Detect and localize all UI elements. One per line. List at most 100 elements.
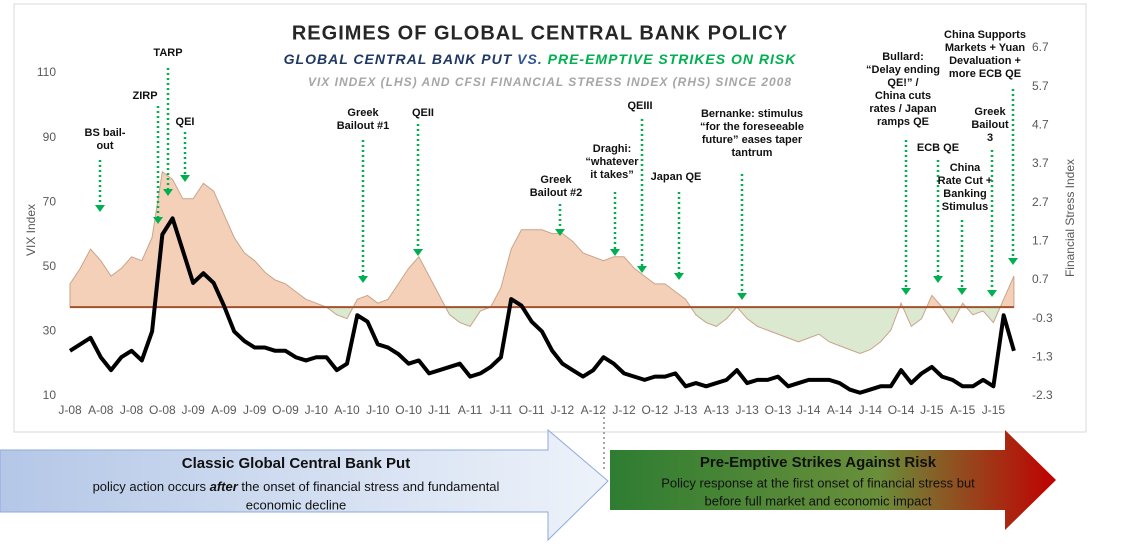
x-tick-label: O-09 [272,403,299,417]
annotation-text: rates / Japan [869,103,937,115]
y-axis-label: VIX Index [24,204,38,256]
x-tick-label: O-10 [395,403,422,417]
x-tick-label: J-15 [920,403,944,417]
annotation-text: tantrum [732,147,773,159]
annotation-text: QEII [412,107,434,119]
annotation-text: TARP [153,47,182,59]
annotation-text: Banking [943,188,986,200]
regime-arrow-right [610,430,1056,530]
regime-description: Policy response at the first onset of fi… [661,475,975,490]
y-tick-label: 50 [43,259,57,273]
annotation-text: Devaluation + [949,55,1021,67]
x-tick-label: J-14 [859,403,883,417]
y2-tick-label: 6.7 [1032,40,1049,54]
annotation-text: Greek [974,106,1006,118]
y2-tick-label: -1.3 [1032,350,1053,364]
annotation-arrowhead [957,288,967,295]
y2-axis-label: Financial Stress Index [1063,159,1077,277]
annotation-arrowhead [610,249,620,256]
y2-tick-label: 3.7 [1032,156,1049,170]
annotation-arrowhead [180,175,190,182]
annotation-text: Greek [347,107,379,119]
y2-tick-label: -2.3 [1032,388,1053,402]
x-tick-label: J-13 [735,403,759,417]
x-tick-label: A-10 [334,403,360,417]
annotation-text: QEI [176,116,195,128]
x-tick-label: J-11 [490,403,513,417]
annotation-arrowhead [901,288,911,295]
annotation-arrowhead [933,276,943,283]
annotation-text: 3 [987,132,993,144]
annotation-text: future” eases taper [702,134,803,146]
annotation-text: Markets + Yuan [945,42,1025,54]
x-tick-label: O-12 [641,403,668,417]
annotation-text: QEIII [627,100,652,112]
annotation-text: Bernanke: stimulus [701,108,803,120]
annotation-text: QE!” / [887,77,918,89]
annotation-arrowhead [1008,258,1018,265]
regime-description: before full market and economic impact [705,493,932,508]
y2-tick-label: 5.7 [1032,79,1049,93]
x-tick-label: A-09 [211,403,237,417]
x-tick-label: J-08 [120,403,144,417]
annotation-text: “Delay ending [866,64,940,76]
annotation-text: Stimulus [942,201,988,213]
annotation-text: BS bail- [85,127,126,139]
annotation-arrowhead [637,266,647,273]
annotation-arrowhead [413,249,423,256]
x-tick-label: J-12 [551,403,575,417]
regime-description: policy action occurs after the onset of … [93,479,500,494]
annotation-text: ECB QE [917,142,959,154]
y2-tick-label: 2.7 [1032,195,1049,209]
x-tick-label: A-14 [827,403,853,417]
regime-arrow-left [0,428,609,542]
x-tick-label: O-13 [765,403,792,417]
x-tick-label: J-10 [366,403,390,417]
annotation-text: China [950,162,981,174]
annotation-arrowhead [358,276,368,283]
annotation-text: Bailout [971,119,1009,131]
annotation-text: Draghi: [593,143,632,155]
x-tick-label: J-14 [797,403,821,417]
y2-tick-label: 1.7 [1032,234,1049,248]
annotation-text: Bailout #1 [337,120,390,132]
annotation-arrowhead [163,189,173,196]
x-tick-label: J-15 [982,403,1006,417]
subtitle: GLOBAL CENTRAL BANK PUT VS. PRE-EMPTIVE … [284,51,797,67]
annotation-text: it takes” [590,169,633,181]
annotation-text: Bullard: [882,51,924,63]
annotation-text: ramps QE [877,116,929,128]
regime-description: economic decline [246,497,346,512]
annotation-arrowhead [737,293,747,300]
annotation-text: Greek [540,174,572,186]
annotation-text: China Supports [944,29,1026,41]
x-tick-label: J-11 [428,403,451,417]
y-tick-label: 90 [43,130,57,144]
x-tick-label: J-08 [58,403,82,417]
x-tick-label: A-12 [581,403,607,417]
x-tick-label: J-12 [612,403,636,417]
x-tick-label: J-10 [305,403,329,417]
y2-tick-label: 4.7 [1032,118,1049,132]
x-tick-label: J-09 [181,403,205,417]
annotation-arrowhead [555,229,565,236]
annotation-text: out [96,140,113,152]
x-tick-label: A-08 [88,403,114,417]
x-tick-label: O-14 [888,403,915,417]
regime-title: Classic Global Central Bank Put [182,455,410,472]
x-tick-label: J-13 [674,403,698,417]
annotation-arrowhead [153,217,163,224]
annotation-text: Bailout #2 [530,187,583,199]
chart-title: REGIMES OF GLOBAL CENTRAL BANK POLICY [292,22,788,44]
x-tick-label: A-15 [950,403,976,417]
y-tick-label: 110 [37,65,56,79]
annotation-text: China cuts [875,90,931,102]
regime-title: Pre-Emptive Strikes Against Risk [700,454,937,471]
y-tick-label: 10 [43,388,57,402]
annotation-text: more ECB QE [949,68,1021,80]
y2-tick-label: 0.7 [1032,272,1049,286]
annotation-arrowhead [674,273,684,280]
x-tick-label: O-08 [149,403,176,417]
